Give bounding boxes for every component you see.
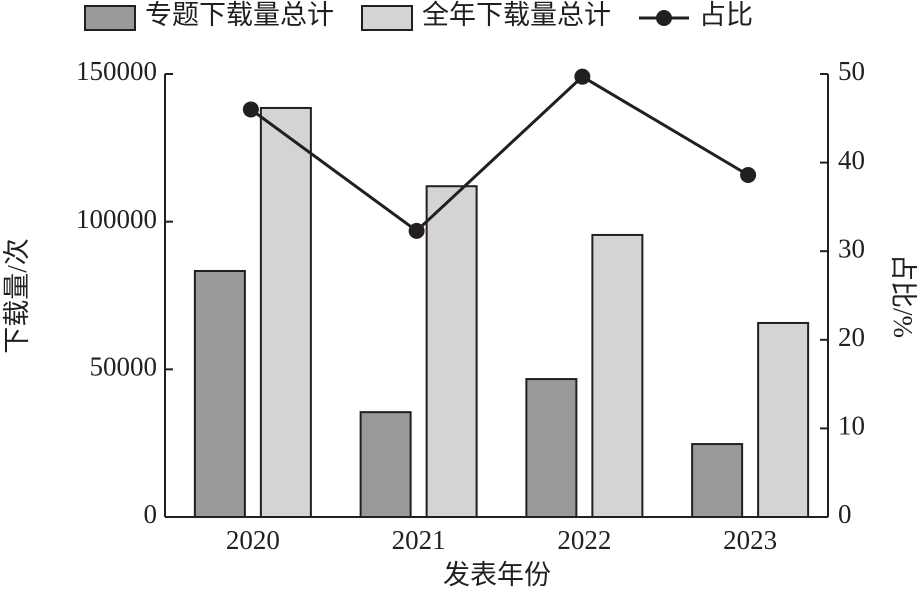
point <box>740 167 757 184</box>
y2-tick-label: 0 <box>838 499 852 529</box>
bar <box>525 378 578 519</box>
legend-label: 专题下载量总计 <box>145 0 334 30</box>
y-tick-label: 50000 <box>90 352 158 382</box>
point <box>408 222 425 239</box>
legend-swatch <box>84 5 136 31</box>
bar <box>425 185 478 519</box>
y-tick-label: 150000 <box>76 56 157 86</box>
bar <box>193 269 246 518</box>
line <box>249 74 749 233</box>
x-axis-label: 发表年份 <box>443 560 551 590</box>
y2-tick-label: 30 <box>838 233 865 263</box>
point <box>574 68 591 85</box>
bar <box>259 106 312 518</box>
y-tick-label: 100000 <box>76 204 157 234</box>
y2-tick-label: 10 <box>838 411 865 441</box>
y2-tick-label: 40 <box>838 145 865 175</box>
point <box>242 101 259 118</box>
y2-tick-label: 20 <box>838 322 865 352</box>
bar <box>591 233 644 518</box>
x-tick-label: 2021 <box>392 525 446 555</box>
y2-axis-label: 占比/% <box>888 254 917 338</box>
y-tick-label: 0 <box>144 499 158 529</box>
bar <box>359 411 412 519</box>
legend-swatch <box>361 5 413 31</box>
y-axis-label: 下载量/次 <box>2 238 32 354</box>
legend-marker <box>656 10 672 26</box>
legend-label: 全年下载量总计 <box>422 0 611 30</box>
x-tick-label: 2020 <box>226 525 280 555</box>
bar <box>757 321 810 518</box>
x-tick-label: 2023 <box>723 525 777 555</box>
y2-tick-label: 50 <box>838 56 865 86</box>
x-tick-label: 2022 <box>557 525 611 555</box>
bar <box>691 443 744 519</box>
legend-label: 占比 <box>699 0 753 30</box>
